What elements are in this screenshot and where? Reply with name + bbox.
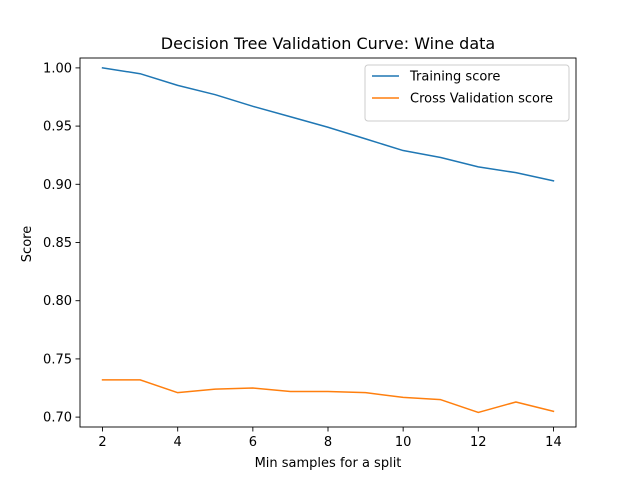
x-tick-label: 2 xyxy=(98,435,106,450)
legend-label-0: Training score xyxy=(409,70,500,85)
x-tick-label: 4 xyxy=(174,435,182,450)
y-tick-label: 0.90 xyxy=(43,178,72,193)
y-tick-label: 1.00 xyxy=(43,61,72,76)
legend-box xyxy=(364,64,570,122)
plot-area: 2 4 6 8 10 12 14 0.70 0.75 0.80 0.85 0.90 0.95 1.00 xyxy=(43,57,577,450)
y-tick-label: 0.85 xyxy=(43,236,72,251)
y-tick-label: 0.70 xyxy=(43,411,72,426)
x-tick-label: 14 xyxy=(545,435,562,450)
y-tick-label: 0.75 xyxy=(43,352,72,367)
chart-title: Decision Tree Validation Curve: Wine dat… xyxy=(161,34,495,53)
legend-label-1: Cross Validation score xyxy=(410,92,553,107)
x-tick-label: 6 xyxy=(249,435,257,450)
y-axis-label: Score xyxy=(20,226,35,262)
series-line-0 xyxy=(101,67,555,182)
series-line-1 xyxy=(101,379,555,414)
y-tick-label: 0.80 xyxy=(43,294,72,309)
x-axis-label: Min samples for a split xyxy=(255,456,402,471)
y-tick-label: 0.95 xyxy=(43,120,72,135)
x-tick-label: 12 xyxy=(470,435,487,450)
legend: Training score Cross Validation score xyxy=(364,64,570,122)
x-tick-label: 10 xyxy=(395,435,412,450)
x-tick-label: 8 xyxy=(324,435,332,450)
